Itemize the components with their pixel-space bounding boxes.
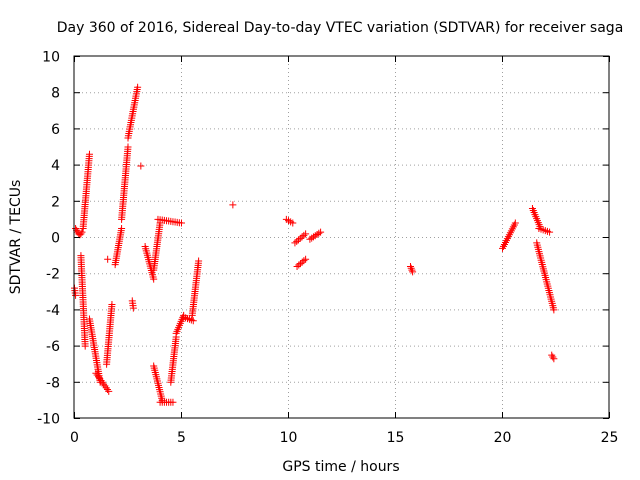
data-point — [546, 228, 554, 236]
data-point — [85, 150, 93, 158]
data-point — [102, 384, 110, 392]
data-point — [549, 353, 557, 361]
data-point — [137, 162, 145, 170]
data-point — [72, 224, 80, 232]
x-tick-label: 25 — [601, 430, 619, 446]
plot-frame — [73, 55, 610, 419]
data-point — [97, 376, 105, 384]
data-point — [315, 229, 323, 237]
data-point — [104, 255, 112, 263]
data-point — [195, 257, 203, 265]
y-tick-label: 10 — [42, 50, 60, 66]
data-point — [150, 275, 158, 283]
data-point — [108, 300, 116, 308]
data-point — [409, 268, 417, 276]
data-point — [302, 230, 310, 238]
data-point — [317, 228, 325, 236]
data-point — [294, 236, 302, 244]
data-point — [229, 201, 237, 209]
y-tick-label: -8 — [46, 375, 60, 391]
data-point — [169, 398, 177, 406]
data-point — [306, 235, 314, 243]
data-point — [118, 224, 126, 232]
y-tick-label: -4 — [46, 303, 60, 319]
data-points — [71, 83, 558, 406]
data-point — [308, 234, 316, 242]
y-axis-label: SDTVAR / TECUs — [8, 180, 24, 295]
data-point — [94, 373, 102, 381]
data-point — [302, 255, 310, 263]
data-point — [293, 237, 301, 245]
data-point — [92, 369, 100, 377]
y-tick-label: -2 — [46, 267, 60, 283]
data-point — [289, 219, 297, 227]
data-point — [296, 260, 304, 268]
y-tick-label: 8 — [51, 86, 60, 102]
grid-lines — [74, 56, 609, 418]
data-point — [105, 387, 113, 395]
data-point — [129, 304, 137, 312]
data-point — [291, 239, 299, 247]
y-tick-label: 6 — [51, 122, 60, 138]
x-tick-label: 20 — [494, 430, 512, 446]
data-point — [124, 143, 132, 151]
data-point — [548, 351, 556, 359]
y-tick-label: -6 — [46, 339, 60, 355]
data-point — [189, 317, 197, 325]
data-point — [78, 228, 86, 236]
data-point — [178, 219, 185, 227]
data-point — [300, 231, 308, 239]
axis-ticks: 0 5 10 15 20 25 -10 -8 -6 -4 -2 0 2 4 6 8 10 — [37, 50, 618, 447]
data-point — [96, 375, 104, 383]
data-point — [295, 261, 303, 269]
data-point — [77, 230, 85, 238]
data-point — [311, 232, 319, 240]
data-point — [313, 230, 321, 238]
chart-title: Day 360 of 2016, Sidereal Day-to-day VTE… — [57, 20, 624, 36]
x-tick-label: 5 — [177, 430, 186, 446]
x-axis-label: GPS time / hours — [282, 459, 399, 475]
data-point — [293, 262, 301, 270]
y-tick-label: 2 — [51, 194, 60, 210]
data-point — [309, 233, 317, 241]
data-point — [550, 355, 558, 363]
data-point — [103, 386, 111, 394]
data-point — [72, 291, 80, 299]
data-point — [511, 219, 519, 227]
x-tick-label: 15 — [387, 430, 405, 446]
data-point — [98, 378, 106, 386]
data-point — [100, 380, 108, 388]
data-point — [298, 233, 306, 241]
y-tick-label: 4 — [51, 158, 60, 174]
data-point — [296, 234, 304, 242]
y-tick-label: 0 — [51, 231, 60, 247]
x-tick-label: 0 — [70, 430, 79, 446]
data-point — [406, 262, 414, 270]
data-point — [298, 258, 306, 266]
data-point — [101, 382, 109, 390]
data-point — [407, 264, 415, 272]
data-point — [550, 306, 558, 314]
y-tick-label: -10 — [37, 412, 60, 428]
data-point — [93, 371, 101, 379]
data-point — [300, 257, 308, 265]
x-tick-label: 10 — [280, 430, 298, 446]
data-point — [81, 342, 89, 350]
data-point — [408, 266, 416, 274]
data-point — [134, 83, 142, 91]
